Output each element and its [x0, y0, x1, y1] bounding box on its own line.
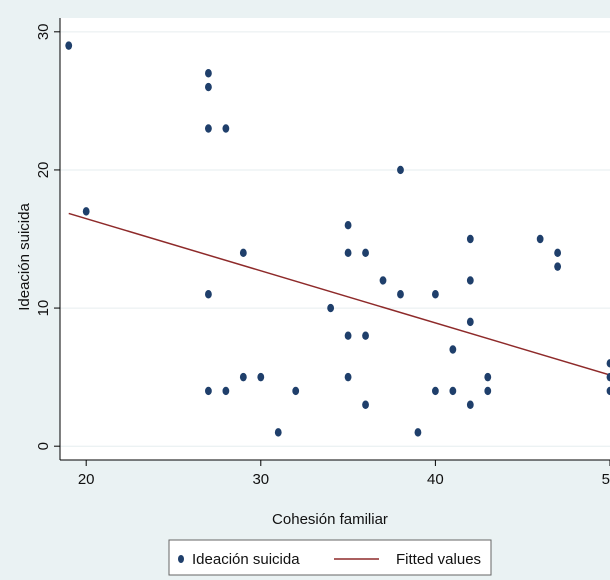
x-axis-title: Cohesión familiar [272, 511, 388, 528]
data-point [414, 428, 422, 437]
data-point [466, 400, 474, 409]
data-point [606, 372, 610, 382]
data-point [362, 331, 369, 340]
data-point [362, 248, 369, 258]
data-point [466, 276, 474, 285]
x-tick-label: 40 [427, 471, 444, 488]
data-point [466, 317, 474, 327]
data-point [344, 372, 352, 382]
legend-marker-scatter [178, 555, 184, 563]
data-point [484, 386, 492, 396]
data-point [205, 82, 212, 92]
legend-label-fit: Fitted values [396, 551, 481, 568]
data-point [239, 372, 247, 382]
data-point [274, 428, 282, 437]
x-tick-label: 50 [602, 471, 610, 488]
y-tick-label: 10 [35, 300, 52, 317]
data-point [344, 248, 352, 258]
data-point [65, 41, 73, 50]
y-tick-label: 30 [35, 23, 52, 40]
data-point [239, 248, 247, 258]
data-point [344, 220, 352, 230]
legend: Ideación suicida Fitted values [168, 539, 492, 576]
legend-box [168, 539, 492, 576]
data-point [222, 124, 230, 133]
scatter-points [65, 41, 610, 437]
fitted-line-layer [68, 212, 610, 376]
data-point [484, 372, 492, 382]
data-point [292, 386, 300, 396]
data-point [606, 359, 610, 368]
plot-area [60, 18, 610, 460]
data-point [205, 69, 212, 78]
x-tick-label: 20 [78, 471, 95, 488]
data-point [379, 276, 387, 285]
fitted-values-line [68, 212, 610, 376]
data-point [397, 290, 404, 299]
ticks: 20 30 40 50 0 10 20 30 [35, 23, 610, 488]
gridlines [60, 31, 610, 447]
data-point [205, 290, 212, 299]
data-point [554, 262, 562, 271]
data-point [362, 400, 369, 409]
data-point [344, 331, 352, 340]
legend-label-scatter: Ideación suicida [192, 551, 300, 568]
data-point [431, 386, 439, 396]
y-tick-label: 0 [35, 442, 52, 450]
data-point [536, 234, 544, 244]
data-point [554, 248, 562, 258]
data-point [205, 386, 212, 396]
x-tick-label: 30 [252, 471, 269, 488]
data-point [82, 207, 90, 216]
y-tick-label: 20 [35, 162, 52, 179]
data-point [327, 303, 335, 313]
data-point [449, 386, 457, 396]
data-point [431, 290, 439, 299]
data-point [466, 234, 474, 244]
data-point [222, 386, 230, 396]
data-point [205, 124, 212, 133]
data-point [397, 165, 404, 175]
axes [59, 18, 610, 461]
data-point [606, 386, 610, 396]
y-axis-title: Ideación suicida [16, 203, 33, 311]
data-point [449, 345, 457, 354]
data-point [257, 372, 265, 382]
